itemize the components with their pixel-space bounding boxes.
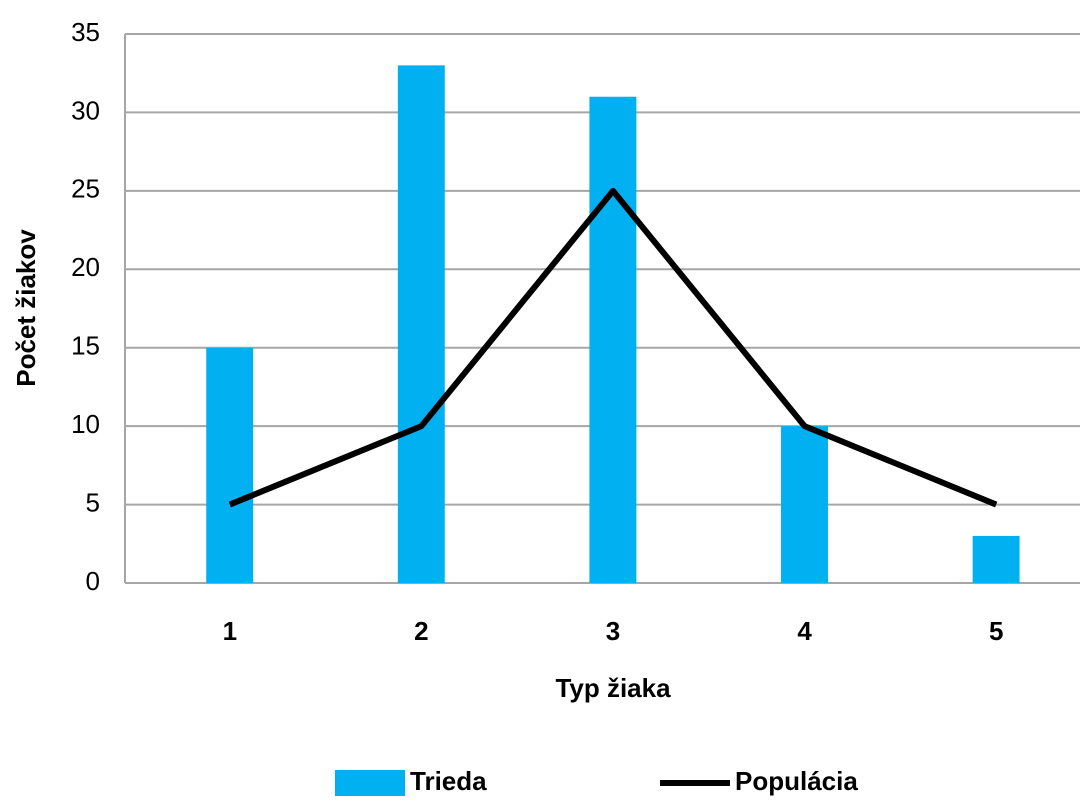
y-tick-label: 10 bbox=[71, 409, 100, 439]
bar bbox=[206, 347, 254, 583]
x-tick-label: 3 bbox=[606, 616, 620, 646]
x-tick-label: 5 bbox=[989, 616, 1003, 646]
x-tick-label: 4 bbox=[797, 616, 812, 646]
y-axis-title: Počet žiakov bbox=[11, 229, 41, 387]
bar bbox=[781, 426, 828, 583]
y-tick-label: 20 bbox=[71, 252, 100, 282]
x-tick-label: 2 bbox=[414, 616, 428, 646]
y-tick-label: 5 bbox=[86, 487, 100, 517]
x-axis-title: Typ žiaka bbox=[555, 673, 671, 703]
y-tick-label: 0 bbox=[86, 566, 100, 596]
y-tick-label: 35 bbox=[71, 17, 100, 47]
x-tick-label: 1 bbox=[223, 616, 237, 646]
y-tick-label: 15 bbox=[71, 331, 100, 361]
y-tick-label: 25 bbox=[71, 174, 100, 204]
y-tick-label: 30 bbox=[71, 95, 100, 125]
legend-label: Trieda bbox=[410, 766, 487, 796]
bar bbox=[397, 65, 445, 583]
line bbox=[228, 187, 998, 508]
legend-swatch bbox=[335, 770, 405, 796]
bar bbox=[972, 535, 1020, 583]
bar bbox=[589, 96, 637, 583]
legend-label: Populácia bbox=[735, 766, 858, 796]
